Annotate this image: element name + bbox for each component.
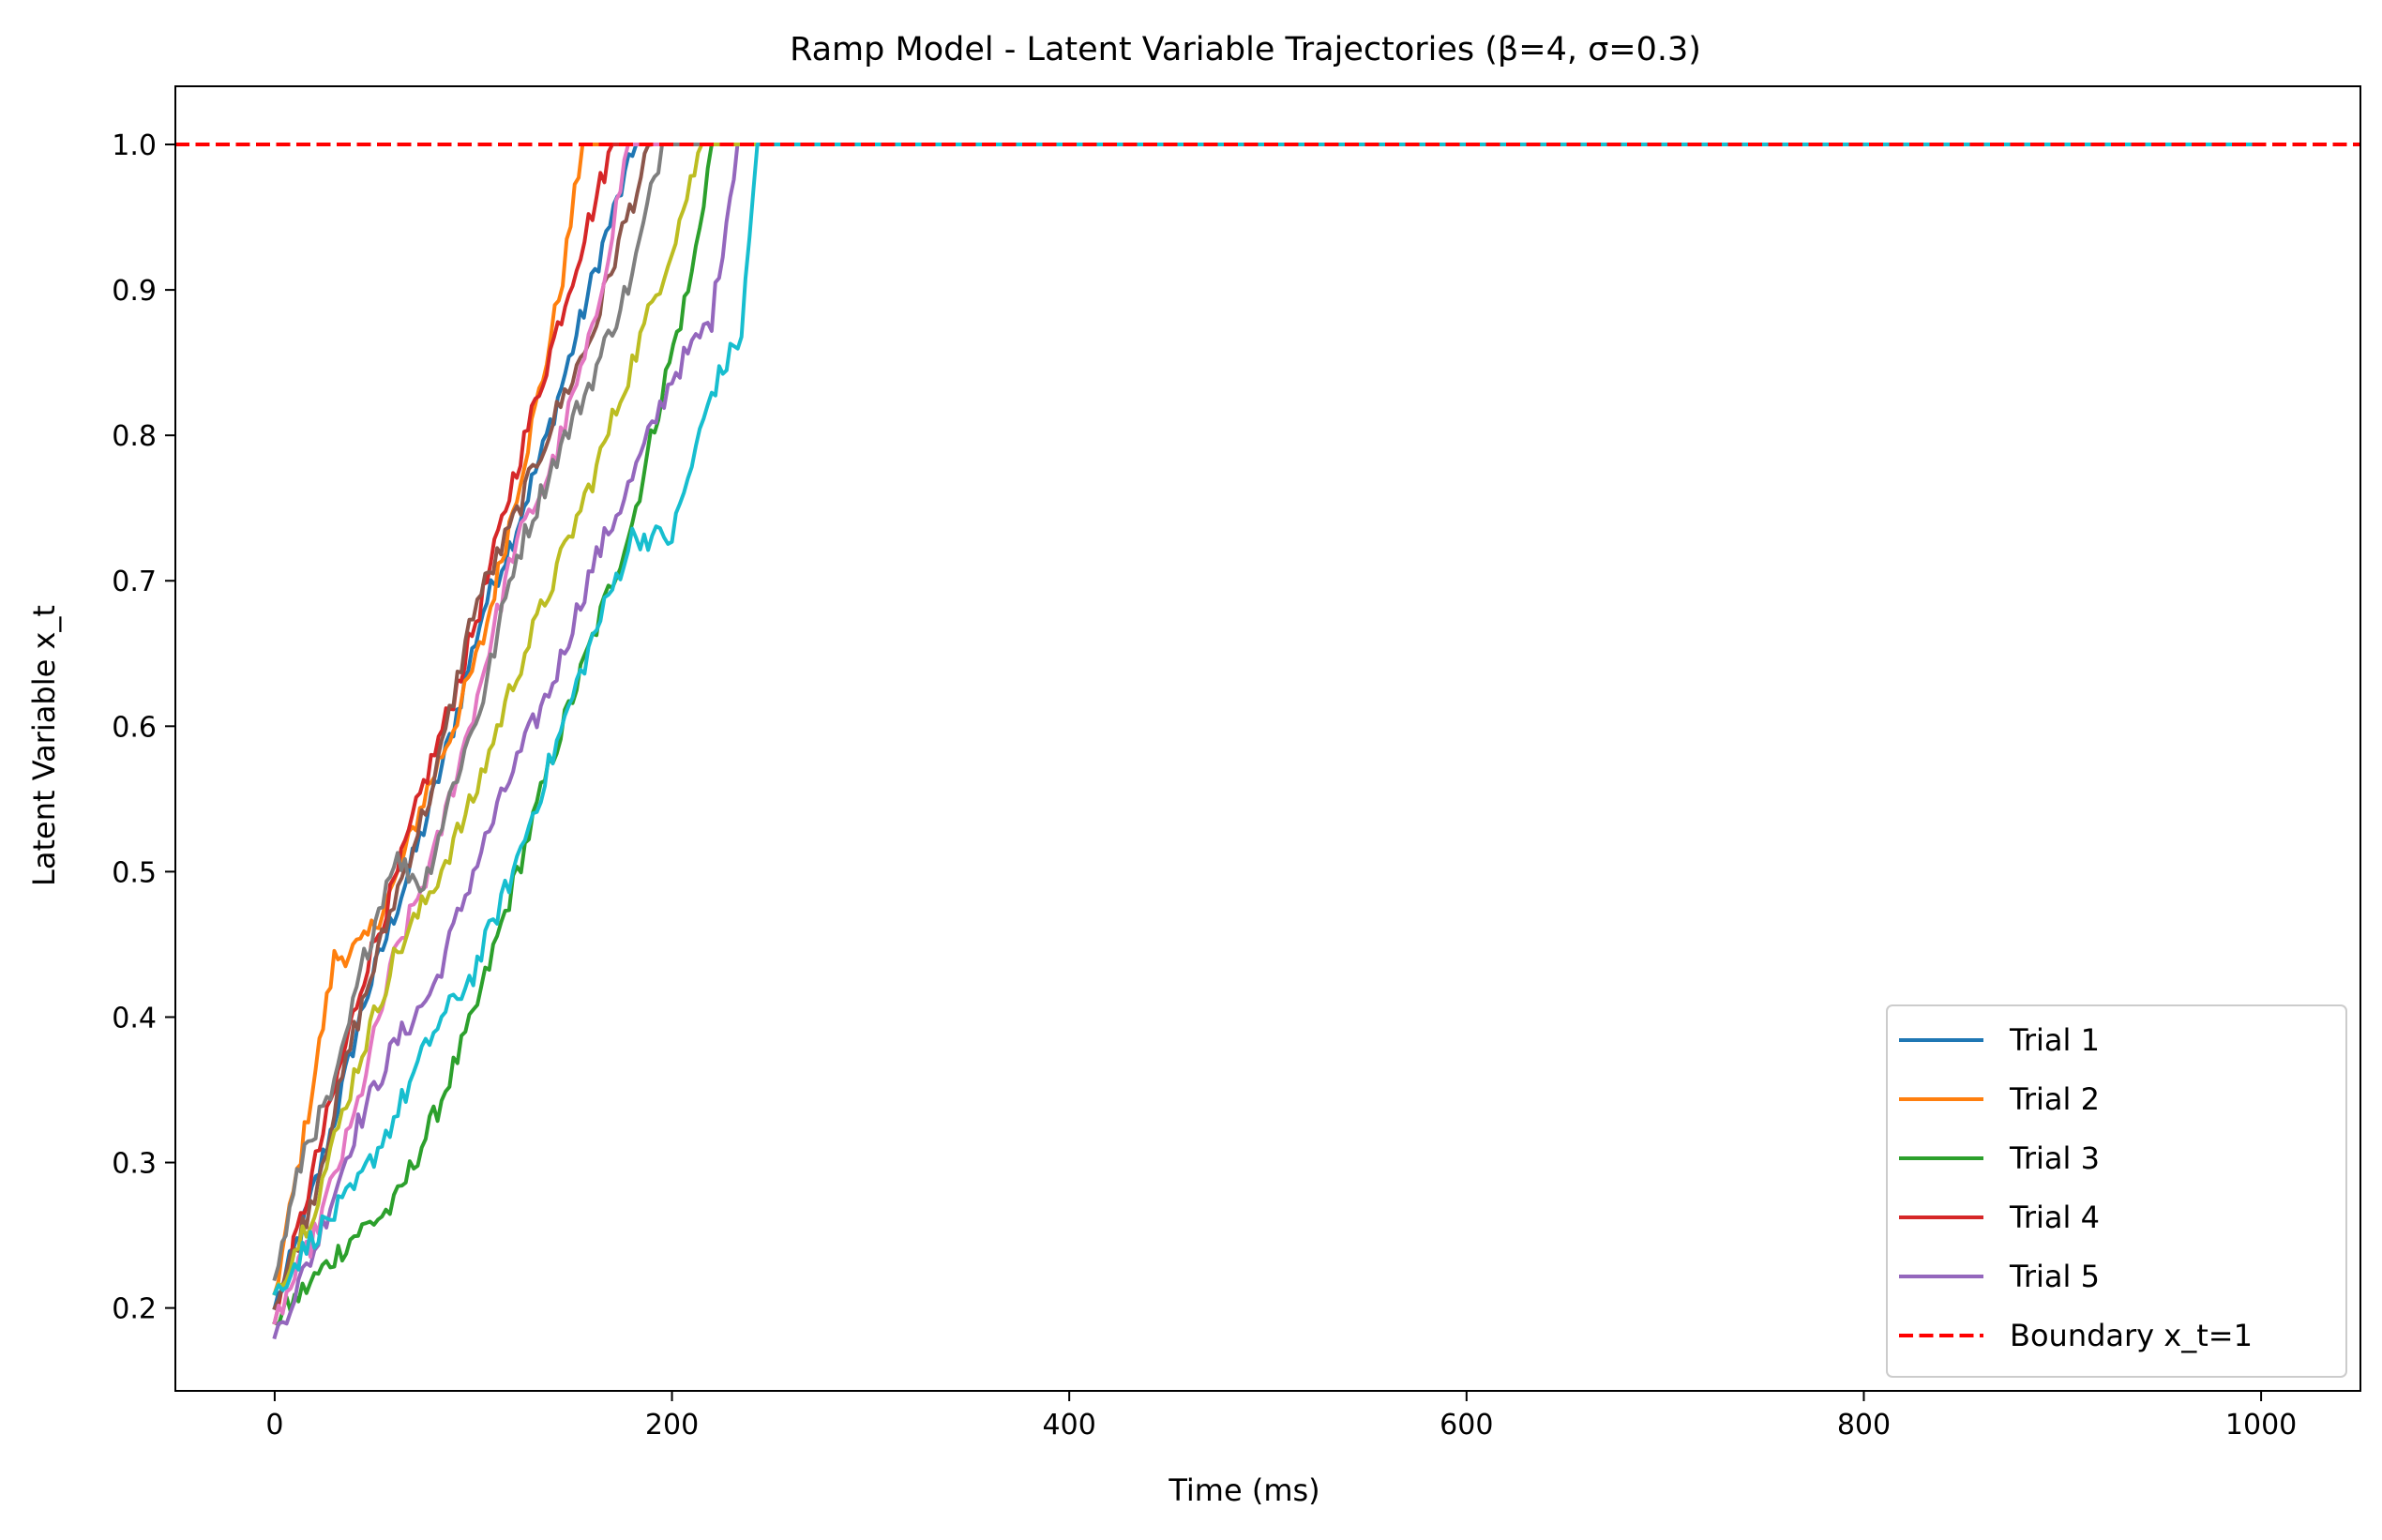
series-line-trial-1 [272,143,2264,1311]
x-tick-label: 800 [1837,1409,1891,1442]
legend-label: Trial 1 [2009,1022,2100,1058]
x-tick-label: 400 [1043,1409,1096,1442]
chart-title: Ramp Model - Latent Variable Trajectorie… [790,31,1701,68]
x-tick-label: 0 [265,1409,283,1442]
legend-box [1886,1004,2347,1378]
series-line-unlabeled-6 [272,143,2264,1311]
series-line-unlabeled-10 [272,143,2264,1296]
series-line-unlabeled-8 [272,143,2264,1282]
y-axis-label: Latent Variable x_t [26,605,62,886]
axes-frame [174,85,2361,1392]
series-line-unlabeled-9 [272,143,2264,1296]
y-tick-label: 0.2 [112,1293,157,1326]
y-tick-label: 0.5 [112,856,157,889]
x-tick-label: 600 [1440,1409,1493,1442]
x-axis-label: Time (ms) [1168,1472,1319,1508]
y-tick-label: 1.0 [112,129,157,162]
plot-area [175,143,2360,1340]
y-tick-label: 0.4 [112,1002,157,1034]
x-tick-label: 1000 [2225,1409,2297,1442]
x-tick-label: 200 [645,1409,699,1442]
y-tick-label: 0.3 [112,1148,157,1181]
legend-label: Boundary x_t=1 [2010,1318,2253,1353]
legend-label: Trial 2 [2009,1081,2100,1117]
legend-label: Trial 5 [2009,1259,2100,1294]
series-line-trial-3 [272,143,2264,1327]
y-tick-label: 0.6 [112,711,157,744]
series-line-unlabeled-7 [272,143,2264,1325]
y-tick-label: 0.7 [112,566,157,598]
axes: 0 200 400 600 800 1000 0.2 0.3 0.4 0.5 0.6 0.7 0.8 0.… [112,85,2361,1442]
legend: Trial 1 Trial 2 Trial 3 Trial 4 Trial 5 Bound… [1886,1004,2347,1378]
series-line-trial-5 [272,143,2264,1340]
series-line-trial-2 [272,143,2264,1296]
legend-label: Trial 4 [2009,1200,2100,1235]
legend-label: Trial 3 [2009,1140,2100,1176]
y-tick-label: 0.8 [112,420,157,453]
y-tick-label: 0.9 [112,275,157,308]
